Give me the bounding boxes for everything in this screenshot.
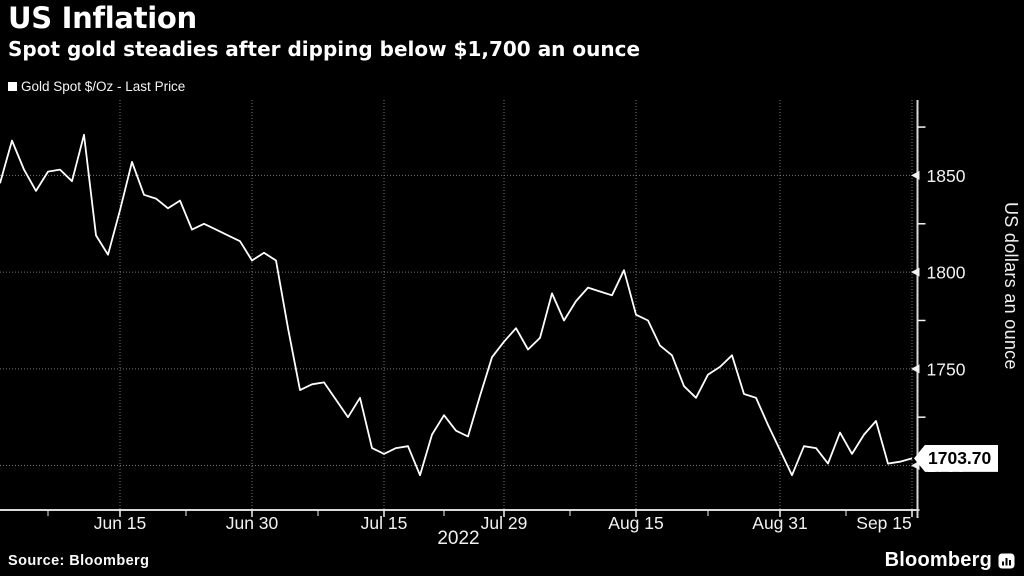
x-tick-label: Aug 31 bbox=[752, 513, 807, 533]
x-tick-label: Jun 15 bbox=[94, 513, 147, 533]
y-major-tick bbox=[911, 170, 920, 180]
bloomberg-chart-bars-icon bbox=[998, 553, 1015, 568]
legend-label: Gold Spot $/Oz - Last Price bbox=[21, 79, 186, 94]
x-tick-label: Sep 15 bbox=[856, 513, 911, 533]
y-major-tick bbox=[911, 461, 920, 471]
bloomberg-logo: Bloomberg bbox=[885, 549, 1015, 572]
bloomberg-wordmark: Bloomberg bbox=[884, 549, 992, 571]
x-tick-label: Jul 15 bbox=[361, 513, 408, 533]
x-axis-year-label: 2022 bbox=[437, 528, 480, 549]
y-tick-label: 1750 bbox=[927, 359, 966, 379]
y-major-tick bbox=[911, 267, 920, 277]
x-tick-label: Jun 30 bbox=[226, 513, 279, 533]
page-title: US Inflation bbox=[8, 1, 197, 35]
legend: Gold Spot $/Oz - Last Price bbox=[8, 79, 185, 94]
last-price-flag: 1703.70 bbox=[914, 444, 998, 472]
y-tick-label: 1800 bbox=[927, 263, 966, 283]
page-subtitle: Spot gold steadies after dipping below $… bbox=[8, 37, 641, 61]
x-tick-label: Jul 29 bbox=[481, 513, 528, 533]
x-tick-label: Aug 15 bbox=[608, 513, 663, 533]
source-attribution: Source: Bloomberg bbox=[8, 553, 150, 569]
gold-price-line bbox=[0, 133, 913, 477]
legend-swatch-icon bbox=[8, 82, 17, 91]
y-tick-label: 1850 bbox=[927, 166, 966, 186]
y-axis-title: US dollars an ounce bbox=[1001, 202, 1021, 370]
y-major-tick bbox=[911, 364, 920, 374]
